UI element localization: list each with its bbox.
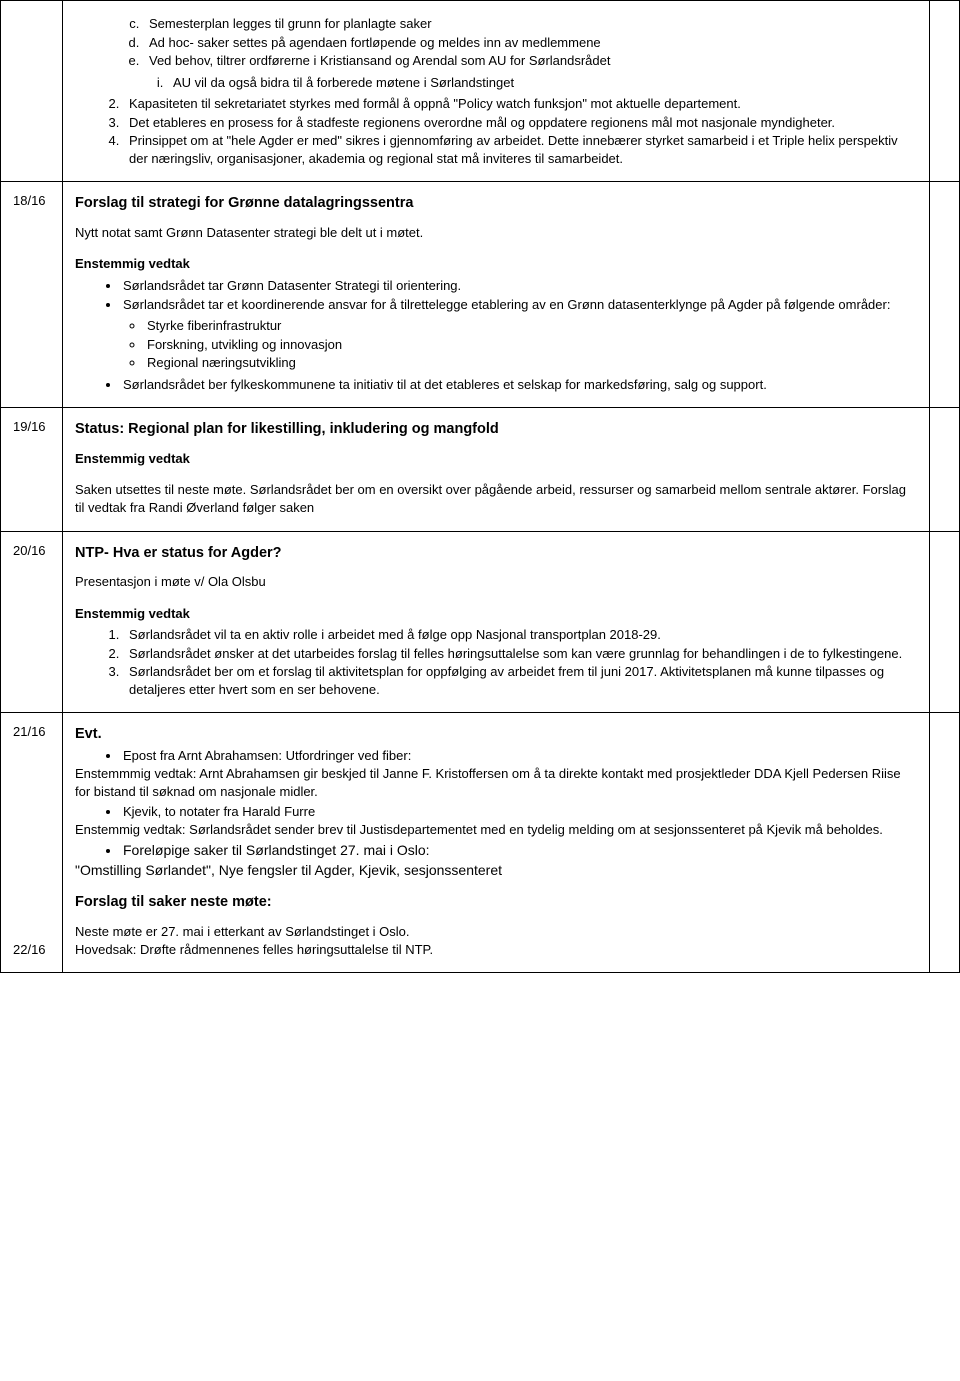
list-item: Sørlandsrådet tar Grønn Datasenter Strat… — [121, 277, 917, 295]
body-text: Neste møte er 27. mai i etterkant av Sør… — [75, 923, 917, 941]
table-row: 21/16 22/16 Evt. Epost fra Arnt Abrahams… — [1, 713, 960, 973]
list-item: Sørlandsrådet vil ta en aktiv rolle i ar… — [123, 626, 917, 644]
list-item: AU vil da også bidra til å forberede møt… — [167, 74, 917, 92]
sub-bullet-list: Styrke fiberinfrastruktur Forskning, utv… — [75, 317, 917, 372]
body-text: Hovedsak: Drøfte rådmennenes felles høri… — [75, 941, 917, 959]
protocol-table: Semesterplan legges til grunn for planla… — [0, 0, 960, 973]
section-title: NTP- Hva er status for Agder? — [75, 544, 917, 564]
list-item: Kapasiteten til sekretariatet styrkes me… — [123, 95, 917, 113]
section-title: Evt. — [75, 725, 917, 745]
row-right-cell — [930, 713, 960, 973]
section-title: Forslag til strategi for Grønne datalagr… — [75, 194, 917, 214]
list-item: Sørlandsrådet tar et koordinerende ansva… — [121, 296, 917, 314]
row-content-cell: Semesterplan legges til grunn for planla… — [63, 1, 930, 182]
row-id-cell: 20/16 — [1, 531, 63, 713]
row-content-cell: Status: Regional plan for likestilling, … — [63, 408, 930, 531]
body-text: Saken utsettes til neste møte. Sørlandsr… — [75, 481, 917, 516]
numbered-list: Kapasiteten til sekretariatet styrkes me… — [75, 95, 917, 167]
row-id-22: 22/16 — [13, 941, 50, 959]
bullet-list: Kjevik, to notater fra Harald Furre — [75, 803, 917, 821]
section-title: Forslag til saker neste møte: — [75, 893, 917, 913]
list-item: Sørlandsrådet ber fylkeskommunene ta ini… — [121, 376, 917, 394]
roman-list: AU vil da også bidra til å forberede møt… — [75, 74, 917, 92]
row-id-21: 21/16 — [13, 723, 50, 741]
list-item: Ad hoc- saker settes på agendaen fortløp… — [143, 34, 917, 52]
list-item: Prinsippet om at "hele Agder er med" sik… — [123, 132, 917, 167]
row-id-cell: 18/16 — [1, 182, 63, 408]
numbered-list: Sørlandsrådet vil ta en aktiv rolle i ar… — [75, 626, 917, 698]
list-item: Forskning, utvikling og innovasjon — [145, 336, 917, 354]
row-right-cell — [930, 531, 960, 713]
table-row: 19/16 Status: Regional plan for likestil… — [1, 408, 960, 531]
list-item: Epost fra Arnt Abrahamsen: Utfordringer … — [121, 747, 917, 765]
row-content-cell: NTP- Hva er status for Agder? Presentasj… — [63, 531, 930, 713]
list-item: Sørlandsrådet ønsker at det utarbeides f… — [123, 645, 917, 663]
bullet-list: Epost fra Arnt Abrahamsen: Utfordringer … — [75, 747, 917, 765]
list-item: Styrke fiberinfrastruktur — [145, 317, 917, 335]
list-item: Ved behov, tiltrer ordførerne i Kristian… — [143, 52, 917, 70]
row-id-cell: 21/16 22/16 — [1, 713, 63, 973]
intro-text: Presentasjon i møte v/ Ola Olsbu — [75, 573, 917, 591]
alpha-list: Semesterplan legges til grunn for planla… — [75, 15, 917, 70]
body-text: Enstemmig vedtak: Sørlandsrådet sender b… — [75, 821, 917, 839]
list-item: Kjevik, to notater fra Harald Furre — [121, 803, 917, 821]
bullet-list: Sørlandsrådet tar Grønn Datasenter Strat… — [75, 277, 917, 313]
intro-text: Nytt notat samt Grønn Datasenter strateg… — [75, 224, 917, 242]
table-row: Semesterplan legges til grunn for planla… — [1, 1, 960, 182]
row-content-cell: Evt. Epost fra Arnt Abrahamsen: Utfordri… — [63, 713, 930, 973]
section-title: Status: Regional plan for likestilling, … — [75, 420, 917, 440]
document-page: Semesterplan legges til grunn for planla… — [0, 0, 960, 973]
row-right-cell — [930, 182, 960, 408]
table-row: 18/16 Forslag til strategi for Grønne da… — [1, 182, 960, 408]
bullet-list: Foreløpige saker til Sørlandstinget 27. … — [75, 841, 917, 860]
list-item: Regional næringsutvikling — [145, 354, 917, 372]
body-text: Enstemmmig vedtak: Arnt Abrahamsen gir b… — [75, 765, 917, 800]
row-id-cell — [1, 1, 63, 182]
list-item: Sørlandsrådet ber om et forslag til akti… — [123, 663, 917, 698]
table-row: 20/16 NTP- Hva er status for Agder? Pres… — [1, 531, 960, 713]
row-right-cell — [930, 408, 960, 531]
body-text: "Omstilling Sørlandet", Nye fengsler til… — [75, 861, 917, 880]
vedtak-label: Enstemmig vedtak — [75, 255, 917, 273]
list-item: Foreløpige saker til Sørlandstinget 27. … — [121, 841, 917, 860]
row-id-cell: 19/16 — [1, 408, 63, 531]
row-content-cell: Forslag til strategi for Grønne datalagr… — [63, 182, 930, 408]
row-right-cell — [930, 1, 960, 182]
list-item: Semesterplan legges til grunn for planla… — [143, 15, 917, 33]
vedtak-label: Enstemmig vedtak — [75, 605, 917, 623]
bullet-list: Sørlandsrådet ber fylkeskommunene ta ini… — [75, 376, 917, 394]
list-item: Det etableres en prosess for å stadfeste… — [123, 114, 917, 132]
vedtak-label: Enstemmig vedtak — [75, 450, 917, 468]
